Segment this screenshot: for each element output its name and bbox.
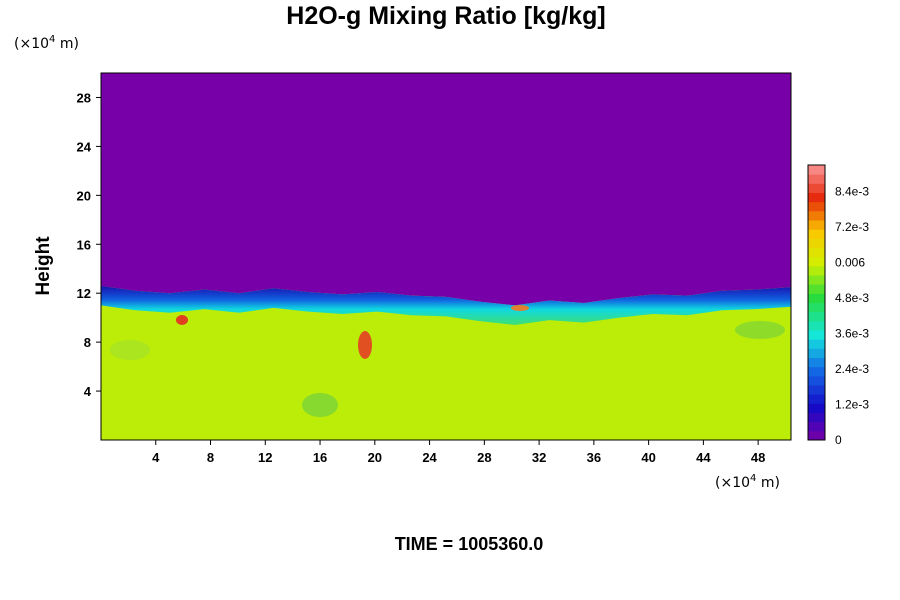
- colorbar-swatch: [808, 385, 825, 395]
- moist-plume: [358, 331, 372, 359]
- colorbar-swatch: [808, 430, 825, 441]
- colorbar-swatch: [808, 357, 825, 368]
- y-axis-unit: (×104 m): [14, 34, 79, 52]
- colorbar-swatch: [808, 192, 825, 203]
- x-tick-label: 32: [532, 450, 546, 465]
- colorbar-swatch: [808, 320, 825, 331]
- colorbar-swatch: [808, 375, 825, 386]
- y-axis-label: Height: [33, 236, 54, 296]
- x-tick-label: 4: [152, 450, 160, 465]
- colorbar-swatch: [808, 210, 825, 221]
- x-tick-label: 44: [696, 450, 711, 465]
- y-tick-label: 28: [77, 90, 91, 105]
- colorbar-swatch: [808, 229, 825, 239]
- colorbar-swatch: [808, 183, 825, 193]
- moist-air-region: [101, 285, 791, 440]
- x-tick-label: 48: [751, 450, 765, 465]
- x-tick-label: 28: [477, 450, 491, 465]
- colorbar-tick-label: 1.2e-3: [835, 398, 869, 412]
- y-tick-label: 24: [77, 139, 92, 154]
- moisture-interface-band: [101, 285, 791, 325]
- colorbar-tick-label: 2.4e-3: [835, 362, 869, 376]
- heatmap-field: [101, 73, 791, 440]
- colorbar-swatch: [808, 265, 825, 276]
- plot-frame: [100, 72, 792, 441]
- colorbar-swatch: [808, 220, 825, 230]
- colorbar-ticks: 0 1.2e-3 2.4e-3 3.6e-3 4.8e-3 0.006 7.2e-3 8.4e…: [835, 185, 869, 447]
- colorbar-tick-label: 0: [835, 433, 842, 447]
- colorbar-swatch: [808, 256, 825, 267]
- y-tick-label: 4: [84, 384, 92, 399]
- x-tick-label: 16: [313, 450, 327, 465]
- y-axis: 4 8 12 16 20 24 28: [77, 90, 101, 399]
- colorbar-swatch: [808, 412, 825, 423]
- colorbar-swatch: [808, 330, 825, 340]
- colorbar-swatch: [808, 238, 825, 248]
- colorbar-tick-label: 4.8e-3: [835, 291, 869, 305]
- colorbar-swatch: [808, 293, 825, 303]
- x-tick-label: 20: [368, 450, 382, 465]
- x-tick-label: 36: [587, 450, 601, 465]
- chart-title: H2O-g Mixing Ratio [kg/kg]: [286, 2, 605, 30]
- y-tick-label: 8: [84, 335, 91, 350]
- colorbar-tick-label: 3.6e-3: [835, 327, 869, 341]
- x-tick-label: 40: [641, 450, 655, 465]
- x-axis-unit: (×104 m): [715, 473, 780, 491]
- time-label: TIME = 1005360.0: [395, 534, 544, 554]
- x-tick-label: 12: [258, 450, 272, 465]
- colorbar: [807, 164, 826, 441]
- colorbar-swatch: [808, 275, 825, 285]
- colorbar-swatch: [808, 366, 825, 377]
- dry-eddy: [735, 321, 785, 339]
- y-tick-label: 16: [77, 237, 91, 252]
- colorbar-tick-label: 8.4e-3: [835, 185, 869, 199]
- dry-eddy: [110, 340, 150, 360]
- y-tick-label: 20: [77, 188, 91, 203]
- colorbar-swatch: [808, 247, 825, 258]
- colorbar-swatch: [808, 348, 825, 358]
- moist-plume: [511, 305, 529, 311]
- x-tick-label: 8: [207, 450, 214, 465]
- colorbar-swatch: [808, 165, 825, 175]
- colorbar-tick-label: 7.2e-3: [835, 220, 869, 234]
- colorbar-swatch: [808, 302, 825, 313]
- colorbar-tick-label: 0.006: [835, 256, 865, 270]
- colorbar-swatch: [808, 311, 825, 322]
- x-tick-label: 24: [422, 450, 437, 465]
- colorbar-swatch: [808, 284, 825, 294]
- x-axis: 4 8 12 16 20 24 28 32 36 40 44 48: [152, 440, 765, 465]
- colorbar-swatch: [808, 394, 825, 404]
- dry-eddy: [302, 393, 338, 417]
- colorbar-frame: [807, 164, 826, 441]
- colorbar-swatch: [808, 421, 825, 432]
- y-tick-label: 12: [77, 286, 91, 301]
- colorbar-swatch: [808, 403, 825, 413]
- colorbar-swatch: [808, 339, 825, 349]
- moist-plume: [176, 315, 188, 325]
- colorbar-swatch: [808, 174, 825, 184]
- colorbar-swatch: [808, 201, 825, 212]
